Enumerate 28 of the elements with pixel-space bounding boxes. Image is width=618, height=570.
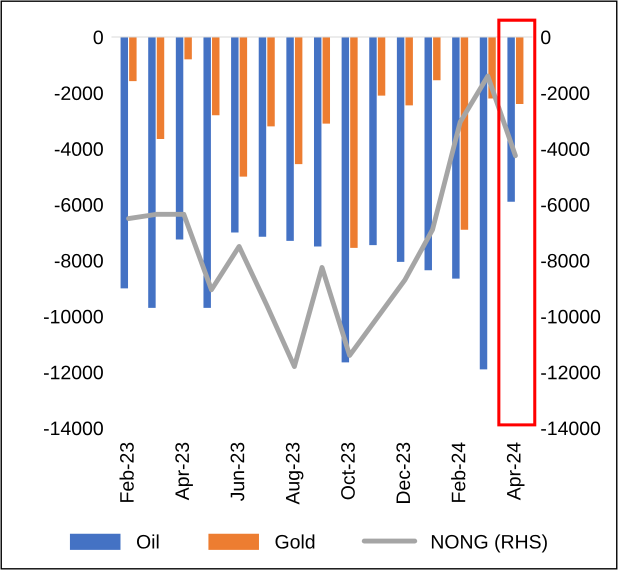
y-tick-label: -14000 [44,421,103,436]
x-tick-label: Dec-23 [396,442,410,503]
x-tick-label: Aug-23 [286,442,304,505]
y2-tick-label: -6000 [541,198,590,212]
y2-tick-label: 0 [541,30,550,44]
y2-tick-label: -10000 [541,310,600,324]
y-tick-label: -6000 [54,198,103,212]
x-tick-label: Apr-24 [506,442,524,500]
y-tick-label: -10000 [44,310,103,324]
legend-label: NONG (RHS) [432,534,547,552]
y2-tick-label: -12000 [541,366,600,380]
y-tick-label: -2000 [54,86,103,100]
y2-tick-label: -2000 [541,86,590,100]
y-tick-label: -12000 [44,366,103,380]
y-tick-label: -8000 [54,254,103,268]
legend-label: Oil [136,534,159,549]
y2-tick-label: -4000 [541,142,590,156]
y-tick-label: -4000 [54,142,103,156]
y-tick-label: 0 [94,30,103,44]
y2-tick-label: -14000 [541,421,600,436]
x-tick-label: Apr-23 [175,442,193,500]
x-tick-label: Feb-24 [451,442,466,502]
line-series [126,74,518,369]
y2-tick-label: -8000 [541,254,590,268]
legend-label: Gold [276,534,314,549]
x-tick-label: Oct-23 [341,442,355,500]
x-tick-label: Feb-23 [120,442,134,502]
x-tick-label: Jun-23 [230,442,244,502]
